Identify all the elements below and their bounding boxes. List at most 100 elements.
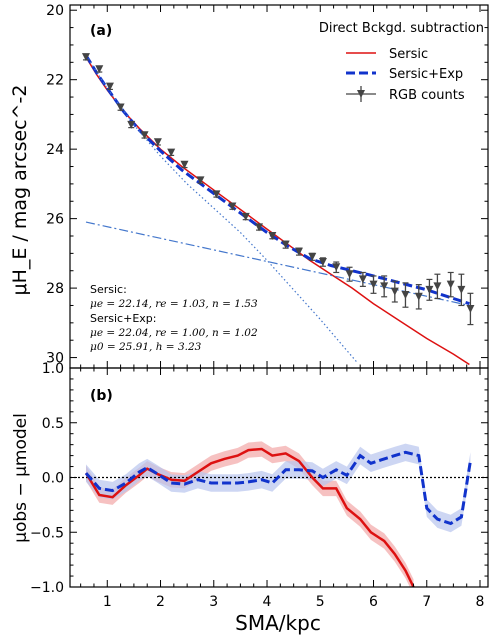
legend-rgb-marker	[346, 86, 376, 102]
rgb-marker	[425, 285, 434, 294]
panel-b-plot-area	[70, 441, 488, 587]
rgb-marker	[433, 282, 442, 291]
y-axis-label-b: μobs − μmodel	[11, 413, 31, 543]
rgb-point	[369, 275, 378, 294]
rgb-point	[401, 282, 410, 308]
x-tick-label: 1	[103, 594, 112, 610]
sersic-exp-title: Sersic+Exp:	[90, 312, 156, 325]
rgb-point	[140, 131, 149, 140]
panel-b-label: (b)	[90, 388, 113, 404]
rgb-marker	[140, 131, 149, 140]
rgb-marker	[345, 270, 354, 279]
x-axis-label: SMA/kpc	[235, 611, 321, 635]
sersic-exp-params-1: μe = 22.04, re = 1.00, n = 1.02	[90, 327, 258, 339]
rgb-marker	[466, 304, 475, 313]
panel-a-ticks: 20 22 24 26 28 30	[46, 3, 488, 368]
y-tick-label-b: 0.0	[42, 471, 64, 487]
rgb-marker	[241, 212, 250, 221]
y-tick-label-b: 0.5	[42, 416, 64, 432]
y-tick-label-a: 26	[46, 212, 64, 228]
rgb-point	[345, 266, 354, 282]
rgb-marker	[401, 291, 410, 300]
y-tick-label-a: 24	[46, 142, 64, 158]
rgb-marker	[380, 282, 389, 291]
rgb-point	[281, 240, 290, 249]
rgb-point	[380, 275, 389, 298]
rgb-marker	[196, 176, 205, 185]
panel-a-label: (a)	[90, 23, 112, 39]
sersic-params: μe = 22.14, re = 1.03, n = 1.53	[90, 298, 258, 310]
rgb-point	[196, 176, 205, 185]
x-tick-label: 3	[209, 594, 218, 610]
rgb-point	[127, 120, 136, 129]
rgb-marker	[116, 103, 125, 112]
rgb-marker	[153, 138, 162, 147]
x-tick-label: 4	[263, 594, 272, 610]
rgb-point	[81, 53, 90, 62]
rgb-point	[446, 271, 455, 298]
rgb-point	[180, 160, 189, 169]
rgb-point	[95, 65, 104, 74]
residual-line-sersic-exp	[84, 450, 472, 526]
rgb-point	[212, 190, 221, 199]
rgb-point	[332, 261, 341, 274]
rgb-marker	[369, 280, 378, 289]
legend-title: Direct Bckgd. subtraction	[319, 21, 484, 36]
rgb-marker	[414, 292, 423, 301]
residual-band-sersic-exp	[86, 443, 471, 533]
rgb-point	[457, 273, 466, 307]
rgb-marker	[105, 82, 114, 91]
y-tick-label-b: 1.0	[42, 361, 64, 377]
y-tick-label-a: 30	[46, 351, 64, 367]
panel-b-ticks: −1.0 −0.5 0.0 0.5 1.0 1 2 3 4 5 6 7 8	[30, 361, 488, 610]
rgb-marker	[457, 285, 466, 294]
rgb-point	[433, 273, 442, 300]
rgb-marker	[212, 190, 221, 199]
rgb-marker	[167, 148, 176, 157]
rgb-point	[318, 257, 327, 267]
rgb-point	[153, 138, 162, 147]
rgb-marker	[255, 223, 264, 232]
x-tick-label: 7	[422, 594, 431, 610]
rgb-point	[167, 148, 176, 157]
rgb-marker	[446, 280, 455, 289]
legend-sersic-exp-label: Sersic+Exp	[389, 67, 463, 82]
y-tick-label-a: 28	[46, 281, 64, 297]
y-tick-label-a: 20	[46, 3, 64, 19]
fit-parameters: Sersic: μe = 22.14, re = 1.03, n = 1.53 …	[90, 283, 258, 353]
rgb-marker	[294, 247, 303, 256]
rgb-point	[390, 280, 399, 303]
rgb-marker	[81, 53, 90, 62]
x-tick-label: 6	[369, 594, 378, 610]
residual-line-sersic	[84, 447, 415, 587]
rgb-marker	[180, 160, 189, 169]
rgb-point	[116, 103, 125, 112]
rgb-marker	[390, 287, 399, 296]
rgb-point	[308, 252, 317, 261]
panel-a-plot-area	[81, 53, 475, 366]
legend: Direct Bckgd. subtraction Sersic Sersic+…	[319, 21, 484, 103]
rgb-marker	[318, 258, 327, 267]
x-tick-label: 5	[316, 594, 325, 610]
rgb-marker	[228, 202, 237, 211]
panel-b: −1.0 −0.5 0.0 0.5 1.0 1 2 3 4 5 6 7 8 (b) μobs − μmo…	[11, 361, 489, 635]
rgb-point	[255, 223, 264, 232]
rgb-point	[414, 284, 423, 310]
rgb-marker	[281, 240, 290, 249]
rgb-point	[466, 292, 475, 326]
rgb-marker	[358, 275, 367, 284]
y-tick-label-b: −1.0	[30, 580, 64, 596]
rgb-point	[268, 232, 277, 240]
series-sersic-component-line	[85, 55, 358, 364]
rgb-point	[294, 247, 303, 256]
legend-triangle	[357, 90, 365, 98]
rgb-marker	[308, 252, 317, 261]
x-tick-label: 8	[476, 594, 485, 610]
sersic-title: Sersic:	[90, 283, 127, 296]
y-tick-label-a: 22	[46, 73, 64, 89]
y-axis-label-a: μH_E / mag arcsec^-2	[9, 85, 31, 296]
rgb-marker	[268, 232, 277, 240]
rgb-marker	[95, 65, 104, 74]
rgb-point	[228, 202, 237, 211]
